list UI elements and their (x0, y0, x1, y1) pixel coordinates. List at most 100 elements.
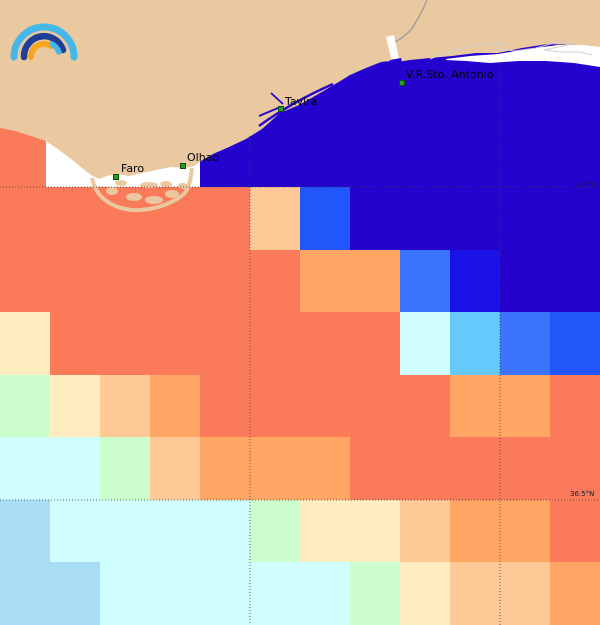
heatmap-cell (400, 437, 450, 500)
lagoon-channel (258, 82, 334, 127)
tavira-river-west (258, 107, 279, 117)
heatmap-cell (350, 187, 400, 250)
heatmap-cell (250, 562, 300, 625)
latitude-label-37n: 37°N (576, 181, 594, 189)
heatmap-cell (200, 312, 250, 375)
heatmap-cell (200, 562, 250, 625)
heatmap-cell (450, 250, 500, 312)
heatmap-cell (350, 437, 400, 500)
heatmap-cell (150, 375, 200, 437)
river-mouth (390, 58, 406, 87)
heatmap-cell (300, 437, 350, 500)
beach-strip (446, 45, 600, 67)
heatmap-cell (200, 375, 250, 437)
heatmap-cell (500, 500, 550, 562)
heatmap-cell (300, 187, 350, 250)
heatmap-cell (50, 187, 100, 250)
heatmap-cell (450, 312, 500, 375)
heatmap-cell (550, 562, 600, 625)
barrier-spit (90, 167, 194, 213)
heatmap-cell (400, 375, 450, 437)
heatmap-cells (0, 125, 600, 625)
heatmap-cell (0, 312, 50, 375)
heatmap-cell (50, 375, 100, 437)
heatmap-cell (250, 500, 300, 562)
heatmap-cell (400, 250, 450, 312)
city-marker-faro (113, 174, 119, 180)
heatmap-cell (100, 500, 150, 562)
heatmap-cell (550, 500, 600, 562)
heatmap-cell (100, 375, 150, 437)
heatmap-cell (100, 187, 150, 250)
heatmap-cell (100, 312, 150, 375)
city-marker-vrsa (399, 80, 405, 86)
heatmap-cell (150, 437, 200, 500)
heatmap-cell (450, 187, 500, 250)
heatmap-cell (300, 500, 350, 562)
heatmap-cell (500, 437, 550, 500)
city-label-vrsa: V.R.Sto. Antonio (406, 68, 494, 81)
heatmap-cell (50, 562, 100, 625)
heatmap-cell (300, 562, 350, 625)
heatmap-cell (50, 250, 100, 312)
logo-middle-arc (20, 32, 67, 61)
heatmap-cell (200, 500, 250, 562)
heatmap-cell (0, 375, 50, 437)
heatmap-cell (300, 250, 350, 312)
heatmap-cell (150, 250, 200, 312)
heatmap-cell (400, 187, 450, 250)
heatmap-cell (100, 562, 150, 625)
rainbow-arcs-icon (10, 23, 78, 61)
heatmap-cell (550, 437, 600, 500)
heatmap-cell (200, 187, 250, 250)
heatmap-cell (550, 250, 600, 312)
heatmap-cell (450, 437, 500, 500)
graticule (0, 63, 600, 625)
heatmap-cell (550, 187, 600, 250)
heatmap-cell (50, 312, 100, 375)
heatmap-cell (250, 437, 300, 500)
heatmap-cell (0, 562, 50, 625)
heatmap-cell (500, 250, 550, 312)
heatmap-cell (250, 375, 300, 437)
heatmap-cell (250, 312, 300, 375)
city-marker-tavira (278, 106, 284, 112)
logo-outer-arc (10, 23, 78, 61)
heatmap-cell (150, 312, 200, 375)
heatmap-cell (400, 562, 450, 625)
heatmap-cell (350, 250, 400, 312)
heatmap-cell (350, 562, 400, 625)
heatmap-cell (250, 187, 300, 250)
heatmap-cell (350, 375, 400, 437)
heatmap-cell (0, 500, 50, 562)
heatmap-cell (550, 375, 600, 437)
logo-inner-arc (27, 40, 54, 60)
heatmap-cell (300, 312, 350, 375)
heatmap-cell (150, 500, 200, 562)
heatmap-cell (500, 187, 550, 250)
heatmap-cell (50, 437, 100, 500)
heatmap-cell (550, 312, 600, 375)
heatmap-cell (500, 375, 550, 437)
logo-inner-right-arc (49, 41, 62, 55)
heatmap-cell (100, 250, 150, 312)
heatmap-cell (300, 375, 350, 437)
heatmap-cell (350, 500, 400, 562)
heatmap-cell (450, 375, 500, 437)
city-label-faro: Faro (121, 162, 145, 175)
heatmap-cell (500, 562, 550, 625)
rainbow-logo (6, 6, 90, 72)
heatmap-cell (0, 437, 50, 500)
heatmap-cell (400, 500, 450, 562)
heatmap-cell (0, 250, 50, 312)
city-label-olhao: Olhao (187, 151, 220, 164)
heatmap-cell (50, 500, 100, 562)
heatmap-cell (200, 437, 250, 500)
heatmap-cell (500, 312, 550, 375)
creek-line (429, 40, 593, 60)
heatmap-cell (0, 187, 50, 250)
city-marker-olhao (180, 163, 186, 169)
heatmap-cell (450, 562, 500, 625)
